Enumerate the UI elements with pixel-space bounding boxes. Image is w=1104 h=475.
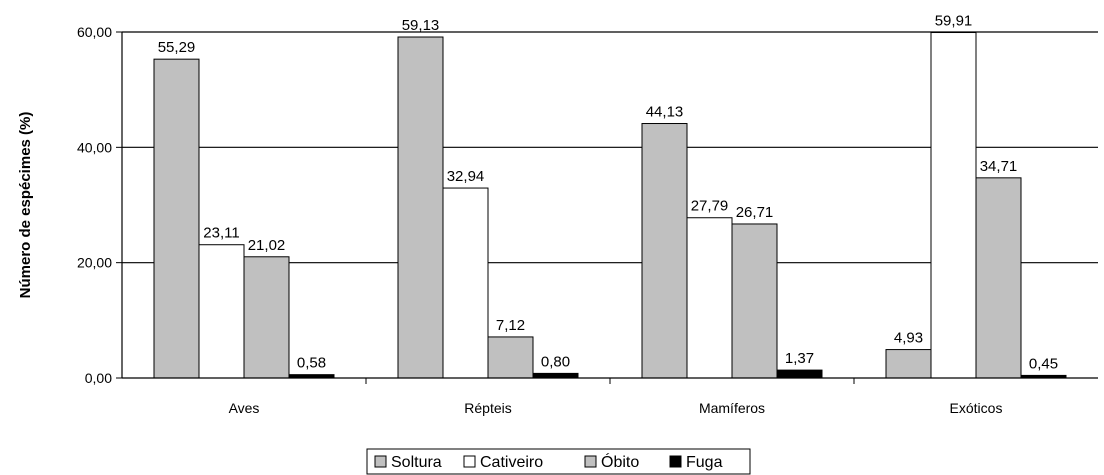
- y-ticks: 0,00 20,00 40,00 60,00: [77, 24, 122, 386]
- data-label: 1,37: [785, 350, 814, 367]
- bar-fuga: [532, 372, 579, 379]
- data-label: 55,29: [158, 39, 196, 56]
- legend-swatch-fuga: [669, 455, 682, 468]
- bar-óbito: [975, 177, 1022, 379]
- data-labels: 55,29 23,11 21,02 0,58 59,13 32,94 7,12 0,80 44,…: [158, 13, 1058, 373]
- data-label: 59,13: [402, 17, 440, 34]
- bar-cativeiro: [198, 244, 245, 379]
- data-label: 34,71: [980, 158, 1018, 175]
- legend-swatch-óbito: [584, 455, 597, 468]
- data-label: 21,02: [248, 237, 286, 254]
- bar-óbito: [731, 223, 778, 379]
- x-tick-label: Mamíferos: [699, 400, 765, 416]
- bar-soltura: [397, 36, 444, 379]
- y-tick-label: 60,00: [77, 24, 112, 40]
- data-label: 32,94: [447, 168, 485, 185]
- data-label: 7,12: [496, 317, 525, 334]
- y-tick-label: 0,00: [85, 370, 112, 386]
- data-label: 27,79: [691, 198, 729, 215]
- legend-label: Soltura: [391, 454, 442, 471]
- x-ticks: Aves Répteis Mamíferos Exóticos: [229, 378, 1003, 416]
- x-tick-label: Répteis: [464, 400, 511, 416]
- data-label: 0,58: [297, 355, 326, 372]
- bar-soltura: [641, 123, 688, 379]
- data-label: 44,13: [646, 104, 684, 121]
- y-tick-label: 20,00: [77, 255, 112, 271]
- bar-fuga: [776, 369, 823, 379]
- y-tick-label: 40,00: [77, 139, 112, 155]
- x-tick-label: Exóticos: [950, 400, 1003, 416]
- bar-cativeiro: [686, 217, 733, 379]
- legend-swatch-soltura: [374, 455, 387, 468]
- legend-label: Óbito: [601, 452, 639, 471]
- legend: Soltura Cativeiro Óbito Fuga: [366, 448, 751, 475]
- data-label: 59,91: [935, 13, 973, 30]
- data-label: 4,93: [894, 330, 923, 347]
- legend-label: Cativeiro: [480, 454, 543, 471]
- bar-soltura: [153, 58, 200, 379]
- bar-cativeiro: [442, 187, 489, 379]
- data-label: 0,45: [1029, 355, 1058, 372]
- bar-óbito: [243, 256, 290, 379]
- y-axis-label: Número de espécimes (%): [17, 112, 34, 299]
- legend-swatch-cativeiro: [463, 455, 476, 468]
- data-label: 26,71: [736, 204, 774, 221]
- legend-box: [366, 448, 751, 475]
- data-label: 0,80: [541, 353, 570, 370]
- bar-óbito: [487, 336, 534, 379]
- data-label: 23,11: [203, 225, 239, 242]
- bar-cativeiro: [930, 32, 977, 379]
- legend-label: Fuga: [686, 454, 723, 471]
- bars: [153, 32, 1067, 379]
- bar-soltura: [885, 349, 932, 379]
- x-tick-label: Aves: [229, 400, 260, 416]
